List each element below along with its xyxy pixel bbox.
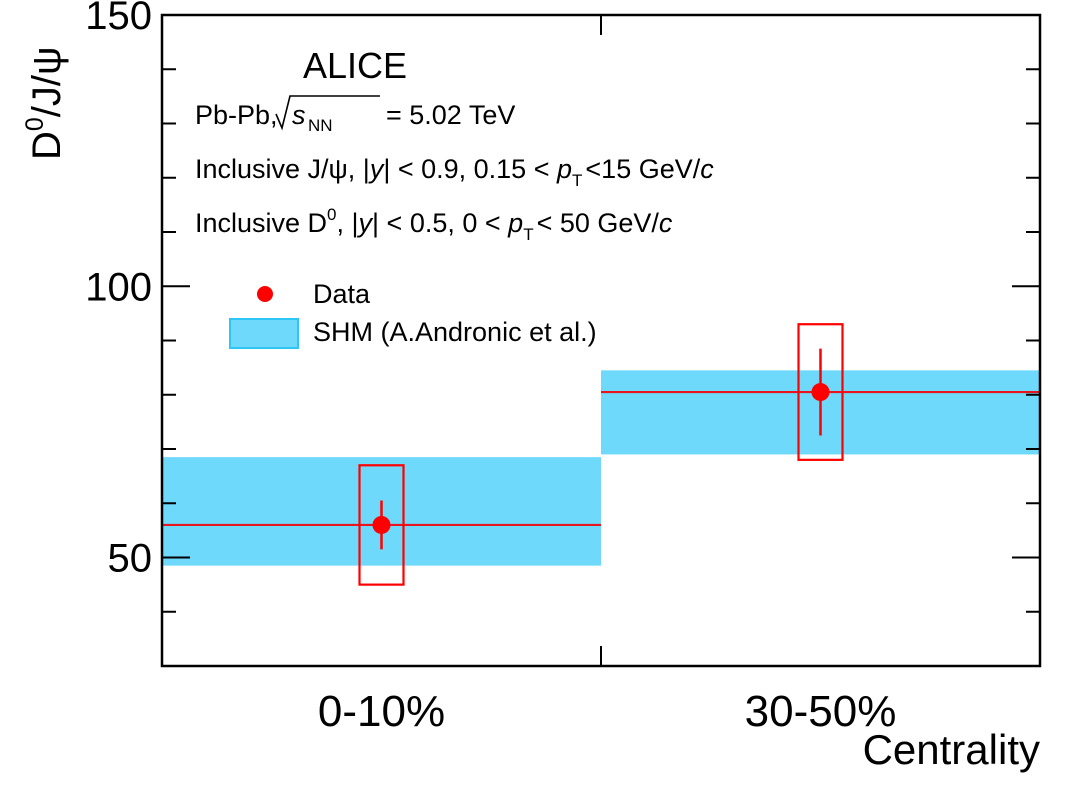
svg-text:Inclusive J/ψ, |y| < 0.9, 0.15: Inclusive J/ψ, |y| < 0.9, 0.15 < pT <15 G… xyxy=(195,154,714,190)
legend-shm-swatch xyxy=(229,318,299,349)
legend-item-shm: SHM (A.Andronic et al.) xyxy=(229,317,597,349)
legend-data-label: Data xyxy=(313,279,371,309)
y-tick-label-50: 50 xyxy=(108,537,153,581)
annotation-collision-system: Pb-Pb, s NN = 5.02 TeV xyxy=(195,95,515,135)
shm-band-layer xyxy=(162,370,1040,566)
annotation-jpsi-selection: Inclusive J/ψ, |y| < 0.9, 0.15 < pT <15 G… xyxy=(195,154,714,190)
svg-text:Inclusive D0, |y| < 0.5, 0 < p: Inclusive D0, |y| < 0.5, 0 < pT < 50 GeV/… xyxy=(195,205,673,244)
y-axis-title: D0/J/ψ xyxy=(21,46,69,160)
experiment-label: ALICE xyxy=(303,45,407,86)
data-syst-box-2 xyxy=(797,323,844,461)
legend-data-marker xyxy=(257,286,273,302)
annotation-d0-selection: Inclusive D0, |y| < 0.5, 0 < pT < 50 GeV/… xyxy=(195,205,673,244)
legend-item-data: Data xyxy=(257,279,371,309)
y-tick-label-150: 150 xyxy=(85,0,152,38)
svg-text:= 5.02 TeV: = 5.02 TeV xyxy=(386,100,515,130)
legend-shm-label: SHM (A.Andronic et al.) xyxy=(313,317,597,347)
x-axis-title: Centrality xyxy=(863,726,1040,773)
data-point-1 xyxy=(372,515,391,534)
x-tick-label-1: 0-10% xyxy=(318,687,445,736)
data-syst-box-1 xyxy=(358,464,405,586)
y-tick-label-100: 100 xyxy=(85,265,152,309)
data-layer xyxy=(358,323,844,586)
svg-text:Pb-Pb,: Pb-Pb, xyxy=(195,100,278,130)
x-tick-label-2: 30-50% xyxy=(745,687,897,736)
legend: Data SHM (A.Andronic et al.) xyxy=(229,279,597,349)
data-point-2 xyxy=(811,383,830,402)
svg-text:NN: NN xyxy=(308,116,333,135)
svg-text:s: s xyxy=(292,100,306,130)
plot-frame: 50 100 150 0-10% 30-50% xyxy=(85,0,1042,736)
